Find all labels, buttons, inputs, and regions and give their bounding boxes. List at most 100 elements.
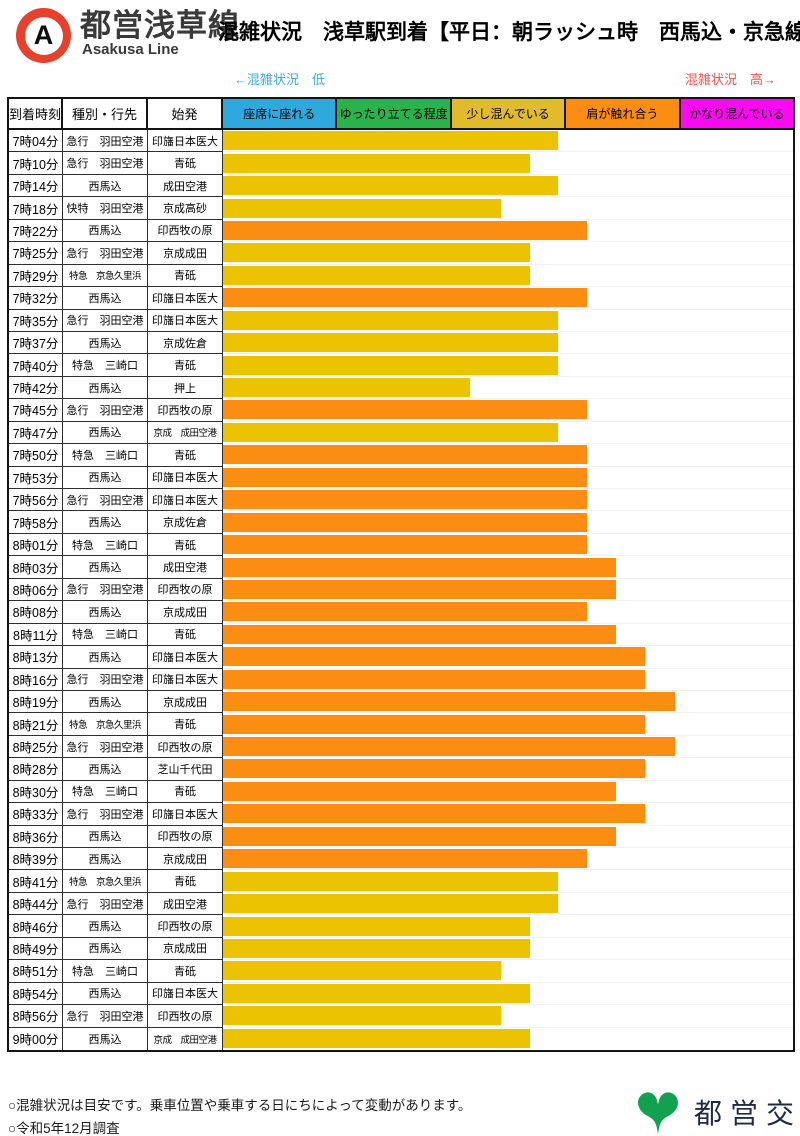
service-destination-cell: 特急 京急久里浜 <box>63 264 148 288</box>
table-row: 7時58分 西馬込 京成佐倉 <box>9 511 793 534</box>
col-header-origin: 始発 <box>148 99 223 128</box>
arrival-time-cell: 7時50分 <box>9 444 63 467</box>
service-destination-cell: 特急 京急久里浜 <box>63 870 148 893</box>
chart-cell <box>223 556 793 579</box>
chart-cell <box>223 376 793 400</box>
service-destination-cell: 急行 羽田空港 <box>63 489 148 512</box>
service-destination-cell: 西馬込 <box>63 287 148 310</box>
chart-cell <box>223 421 793 445</box>
congestion-scale-high-label: 混雑状況 高→ <box>684 72 776 87</box>
table-row: 8時56分 急行 羽田空港 印西牧の原 <box>9 1005 793 1028</box>
chart-cell <box>223 578 793 602</box>
asakusa-line-logo: A 都営浅草線 Asakusa Line <box>16 8 240 63</box>
toei-brand-text: 都営交通 <box>694 1098 800 1129</box>
table-row: 7時42分 西馬込 押上 <box>9 376 793 400</box>
table-row: 7時10分 急行 羽田空港 青砥 <box>9 152 793 175</box>
chart-cell <box>223 870 793 893</box>
toei-brand: 都営交通 <box>632 1088 800 1136</box>
chart-cell <box>223 780 793 804</box>
table-row: 7時18分 快特 羽田空港 京成高砂 <box>9 197 793 220</box>
arrival-time-cell: 7時04分 <box>9 130 63 153</box>
chart-cell <box>223 915 793 938</box>
service-destination-cell: 急行 羽田空港 <box>63 803 148 826</box>
congestion-bar <box>223 579 617 599</box>
origin-cell: 京成佐倉 <box>148 331 223 355</box>
service-destination-cell: 西馬込 <box>63 466 148 489</box>
page-title: 混雑状況 浅草駅到着【平日：朝ラッシュ時 西馬込・京急線方面】 <box>218 21 800 44</box>
col-header-arrival-time: 到着時刻 <box>9 99 63 128</box>
chart-cell <box>223 1005 793 1028</box>
congestion-bar <box>223 737 675 757</box>
service-destination-cell: 特急 三崎口 <box>63 533 148 557</box>
arrival-time-cell: 7時53分 <box>9 466 63 489</box>
line-name-en: Asakusa Line <box>82 40 179 58</box>
arrival-time-cell: 7時56分 <box>9 489 63 512</box>
service-destination-cell: 特急 三崎口 <box>63 960 148 983</box>
congestion-bar <box>223 871 559 891</box>
table-row: 8時01分 特急 三崎口 青砥 <box>9 533 793 557</box>
table-row: 7時22分 西馬込 印西牧の原 <box>9 219 793 243</box>
chart-cell <box>223 690 793 714</box>
congestion-bar <box>223 894 559 914</box>
table-row: 7時45分 急行 羽田空港 印西牧の原 <box>9 399 793 422</box>
service-destination-cell: 西馬込 <box>63 915 148 938</box>
table-row: 8時33分 急行 羽田空港 印旛日本医大 <box>9 803 793 826</box>
congestion-bar <box>223 804 646 824</box>
arrival-time-cell: 8時03分 <box>9 556 63 579</box>
origin-cell: 成田空港 <box>148 556 223 579</box>
line-name-ja: 都営浅草線 <box>80 8 240 43</box>
chart-cell <box>223 489 793 512</box>
table-row: 7時32分 西馬込 印旛日本医大 <box>9 287 793 310</box>
chart-cell <box>223 399 793 422</box>
table-row: 8時49分 西馬込 京成成田 <box>9 937 793 961</box>
service-destination-cell: 西馬込 <box>63 848 148 871</box>
origin-cell: 印西牧の原 <box>148 735 223 759</box>
arrival-time-cell: 7時35分 <box>9 309 63 332</box>
chart-cell <box>223 1027 793 1050</box>
chart-cell <box>223 197 793 220</box>
chart-cell <box>223 825 793 848</box>
origin-cell: 京成成田 <box>148 937 223 961</box>
arrival-time-cell: 7時40分 <box>9 354 63 377</box>
origin-cell: 印旛日本医大 <box>148 803 223 826</box>
congestion-bar <box>223 153 530 173</box>
congestion-bar <box>223 669 646 689</box>
congestion-bar <box>223 310 559 330</box>
chart-cell <box>223 309 793 332</box>
arrival-time-cell: 8時13分 <box>9 646 63 669</box>
service-destination-cell: 特急 三崎口 <box>63 623 148 647</box>
origin-cell: 青砥 <box>148 960 223 983</box>
congestion-bar <box>223 692 675 712</box>
service-destination-cell: 急行 羽田空港 <box>63 309 148 332</box>
origin-cell: 青砥 <box>148 713 223 736</box>
arrival-time-cell: 8時49分 <box>9 937 63 961</box>
origin-cell: 印旛日本医大 <box>148 287 223 310</box>
chart-cell <box>223 668 793 691</box>
service-destination-cell: 西馬込 <box>63 601 148 624</box>
congestion-bar <box>223 333 559 353</box>
congestion-bar <box>223 624 617 644</box>
congestion-bar <box>223 288 588 308</box>
service-destination-cell: 西馬込 <box>63 421 148 445</box>
toei-leaf-icon <box>638 1092 678 1135</box>
congestion-bar <box>223 400 588 420</box>
arrival-time-cell: 7時25分 <box>9 242 63 265</box>
congestion-bar <box>223 759 646 779</box>
congestion-bar <box>223 961 501 981</box>
arrival-time-cell: 8時30分 <box>9 780 63 804</box>
origin-cell: 青砥 <box>148 780 223 804</box>
origin-cell: 印旛日本医大 <box>148 489 223 512</box>
service-destination-cell: 急行 羽田空港 <box>63 892 148 916</box>
arrival-time-cell: 7時10分 <box>9 152 63 175</box>
table-row: 8時46分 西馬込 印西牧の原 <box>9 915 793 938</box>
legend-cell-4: 肩が触れ合う <box>566 99 681 128</box>
table-row: 7時50分 特急 三崎口 青砥 <box>9 444 793 467</box>
origin-cell: 青砥 <box>148 623 223 647</box>
service-destination-cell: 急行 羽田空港 <box>63 242 148 265</box>
chart-cell <box>223 623 793 647</box>
congestion-bar <box>223 1006 501 1026</box>
origin-cell: 青砥 <box>148 870 223 893</box>
congestion-bar <box>223 265 530 285</box>
table-row: 7時35分 急行 羽田空港 印旛日本医大 <box>9 309 793 332</box>
service-destination-cell: 特急 三崎口 <box>63 780 148 804</box>
